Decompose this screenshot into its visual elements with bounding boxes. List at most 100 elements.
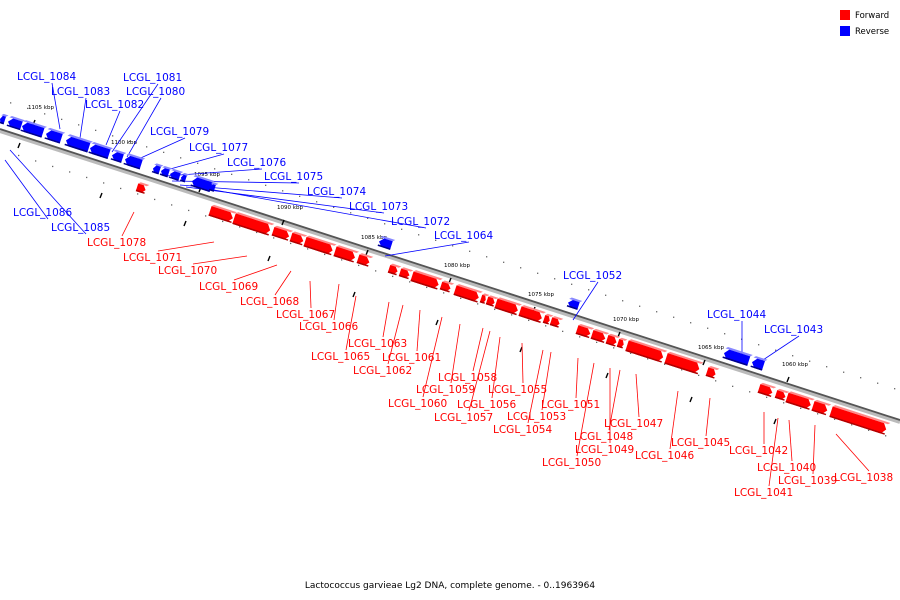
gene-glyph-lcgl-1059[interactable]	[453, 283, 483, 303]
gene-glyph-lcgl-1068[interactable]	[289, 231, 308, 246]
gene-label-lcgl-1083[interactable]: LCGL_1083	[51, 86, 110, 98]
gene-glyph-lcgl-1086[interactable]	[0, 113, 9, 125]
gene-glyph-lcgl-1071[interactable]	[208, 204, 237, 224]
gene-label-lcgl-1069[interactable]: LCGL_1069	[199, 281, 258, 293]
gene-label-lcgl-1046[interactable]: LCGL_1046	[635, 450, 694, 462]
gene-glyph-lcgl-1075[interactable]	[159, 165, 173, 178]
gene-label-lcgl-1084[interactable]: LCGL_1084	[17, 71, 76, 83]
gene-label-lcgl-1072[interactable]: LCGL_1072	[391, 216, 450, 228]
gene-glyph-lcgl-1073[interactable]	[179, 172, 190, 183]
tick-dot-upper	[44, 113, 46, 115]
gene-glyph-lcgl-1063[interactable]	[387, 263, 402, 276]
gene-glyph-lcgl-1077[interactable]	[123, 153, 146, 170]
gene-label-lcgl-1045[interactable]: LCGL_1045	[671, 437, 730, 449]
gene-glyph-lcgl-1051[interactable]	[575, 323, 595, 339]
gene-glyph-lcgl-1045[interactable]	[705, 365, 720, 379]
gene-label-lcgl-1059[interactable]: LCGL_1059	[416, 384, 475, 396]
gene-label-lcgl-1054[interactable]: LCGL_1054	[493, 424, 552, 436]
gene-label-lcgl-1064[interactable]: LCGL_1064	[434, 230, 493, 242]
gene-label-lcgl-1055[interactable]: LCGL_1055	[488, 384, 547, 396]
gene-label-lcgl-1086[interactable]: LCGL_1086	[13, 207, 72, 219]
gene-label-lcgl-1039[interactable]: LCGL_1039	[778, 475, 837, 487]
gene-label-lcgl-1074[interactable]: LCGL_1074	[307, 186, 366, 198]
gene-label-lcgl-1043[interactable]: LCGL_1043	[764, 324, 823, 336]
gene-glyph-lcgl-1080[interactable]	[88, 141, 114, 160]
gene-label-lcgl-1050[interactable]: LCGL_1050	[542, 457, 601, 469]
gene-glyph-lcgl-1070[interactable]	[232, 212, 275, 237]
gene-label-lcgl-1085[interactable]: LCGL_1085	[51, 222, 110, 234]
gene-glyph-lcgl-1040[interactable]	[785, 391, 815, 411]
gene-glyph-lcgl-1049[interactable]	[605, 333, 621, 347]
gene-glyph-lcgl-1065[interactable]	[356, 253, 374, 268]
gene-glyph-lcgl-1047[interactable]	[625, 339, 668, 364]
gene-glyph-lcgl-1056[interactable]	[494, 297, 522, 316]
gene-label-lcgl-1049[interactable]: LCGL_1049	[575, 444, 634, 456]
gene-glyph-lcgl-1060[interactable]	[439, 280, 455, 293]
gene-glyph-lcgl-1039[interactable]	[811, 399, 832, 416]
gene-glyph-lcgl-1048[interactable]	[616, 337, 628, 349]
gene-glyph-lcgl-1069[interactable]	[271, 225, 294, 241]
gene-label-lcgl-1073[interactable]: LCGL_1073	[349, 201, 408, 213]
leader-line-lcgl-1057	[468, 330, 491, 412]
gene-glyph-lcgl-1078[interactable]	[135, 182, 150, 195]
gene-label-lcgl-1081[interactable]: LCGL_1081	[123, 72, 182, 84]
gene-label-lcgl-1078[interactable]: LCGL_1078	[87, 237, 146, 249]
gene-glyph-lcgl-1076[interactable]	[151, 163, 164, 175]
gene-glyph-lcgl-1072[interactable]	[190, 174, 216, 192]
gene-glyph-lcgl-1054[interactable]	[542, 313, 554, 325]
gene-glyph-lcgl-1041[interactable]	[774, 388, 790, 401]
gene-glyph-lcgl-1064[interactable]	[377, 235, 396, 250]
gene-label-lcgl-1048[interactable]: LCGL_1048	[574, 431, 633, 443]
gene-glyph-lcgl-1042[interactable]	[757, 382, 777, 397]
gene-glyph-lcgl-1058[interactable]	[479, 293, 490, 305]
gene-glyph-lcgl-1074[interactable]	[168, 168, 184, 181]
gene-label-lcgl-1080[interactable]: LCGL_1080	[126, 86, 185, 98]
gene-label-lcgl-1061[interactable]: LCGL_1061	[382, 352, 441, 364]
gene-glyph-lcgl-1053[interactable]	[549, 315, 564, 328]
gene-glyph-lcgl-1046[interactable]	[664, 351, 704, 375]
gene-glyph-lcgl-1061[interactable]	[410, 270, 443, 291]
gene-glyph-lcgl-1057[interactable]	[485, 295, 499, 308]
gene-label-lcgl-1066[interactable]: LCGL_1066	[299, 321, 358, 333]
gene-glyph-lcgl-1067[interactable]	[303, 235, 337, 256]
gene-label-lcgl-1070[interactable]: LCGL_1070	[158, 265, 217, 277]
gene-label-lcgl-1058[interactable]: LCGL_1058	[438, 372, 497, 384]
gene-label-lcgl-1052[interactable]: LCGL_1052	[563, 270, 622, 282]
gene-glyph-lcgl-1038[interactable]	[829, 405, 891, 436]
gene-label-lcgl-1077[interactable]: LCGL_1077	[189, 142, 248, 154]
gene-label-lcgl-1075[interactable]: LCGL_1075	[264, 171, 323, 183]
gene-glyph-lcgl-1062[interactable]	[398, 267, 414, 280]
gene-label-lcgl-1076[interactable]: LCGL_1076	[227, 157, 286, 169]
gene-glyph-lcgl-1082[interactable]	[44, 127, 66, 144]
gene-glyph-lcgl-1081[interactable]	[64, 134, 93, 153]
gene-label-lcgl-1079[interactable]: LCGL_1079	[150, 126, 209, 138]
gene-label-lcgl-1065[interactable]: LCGL_1065	[311, 351, 370, 363]
gene-glyph-lcgl-1085[interactable]	[208, 182, 219, 193]
gene-glyph-lcgl-1079[interactable]	[110, 149, 127, 163]
gene-label-lcgl-1056[interactable]: LCGL_1056	[457, 399, 516, 411]
gene-label-lcgl-1051[interactable]: LCGL_1051	[541, 399, 600, 411]
gene-label-lcgl-1038[interactable]: LCGL_1038	[834, 472, 893, 484]
gene-label-lcgl-1041[interactable]: LCGL_1041	[734, 487, 793, 499]
gene-label-lcgl-1060[interactable]: LCGL_1060	[388, 398, 447, 410]
gene-label-lcgl-1047[interactable]: LCGL_1047	[604, 418, 663, 430]
gene-label-lcgl-1040[interactable]: LCGL_1040	[757, 462, 816, 474]
gene-label-lcgl-1062[interactable]: LCGL_1062	[353, 365, 412, 377]
gene-label-lcgl-1053[interactable]: LCGL_1053	[507, 411, 566, 423]
gene-glyph-lcgl-1052[interactable]	[566, 297, 583, 311]
gene-label-lcgl-1042[interactable]: LCGL_1042	[729, 445, 788, 457]
gene-glyph-lcgl-1043[interactable]	[750, 355, 768, 371]
gene-glyph-lcgl-1084[interactable]	[6, 115, 26, 131]
gene-glyph-lcgl-1044[interactable]	[722, 346, 753, 366]
gene-label-lcgl-1067[interactable]: LCGL_1067	[276, 309, 335, 321]
gene-glyph-lcgl-1055[interactable]	[518, 304, 546, 323]
gene-label-lcgl-1068[interactable]: LCGL_1068	[240, 296, 299, 308]
gene-label-lcgl-1082[interactable]: LCGL_1082	[85, 99, 144, 111]
gene-label-lcgl-1071[interactable]: LCGL_1071	[123, 252, 182, 264]
gene-label-lcgl-1057[interactable]: LCGL_1057	[434, 412, 493, 424]
gene-glyph-lcgl-1083[interactable]	[20, 119, 47, 138]
gene-glyph-lcgl-1050[interactable]	[590, 328, 610, 344]
gene-label-lcgl-1063[interactable]: LCGL_1063	[348, 338, 407, 350]
gene-glyph-lcgl-1066[interactable]	[333, 245, 360, 263]
gene-label-lcgl-1044[interactable]: LCGL_1044	[707, 309, 766, 321]
